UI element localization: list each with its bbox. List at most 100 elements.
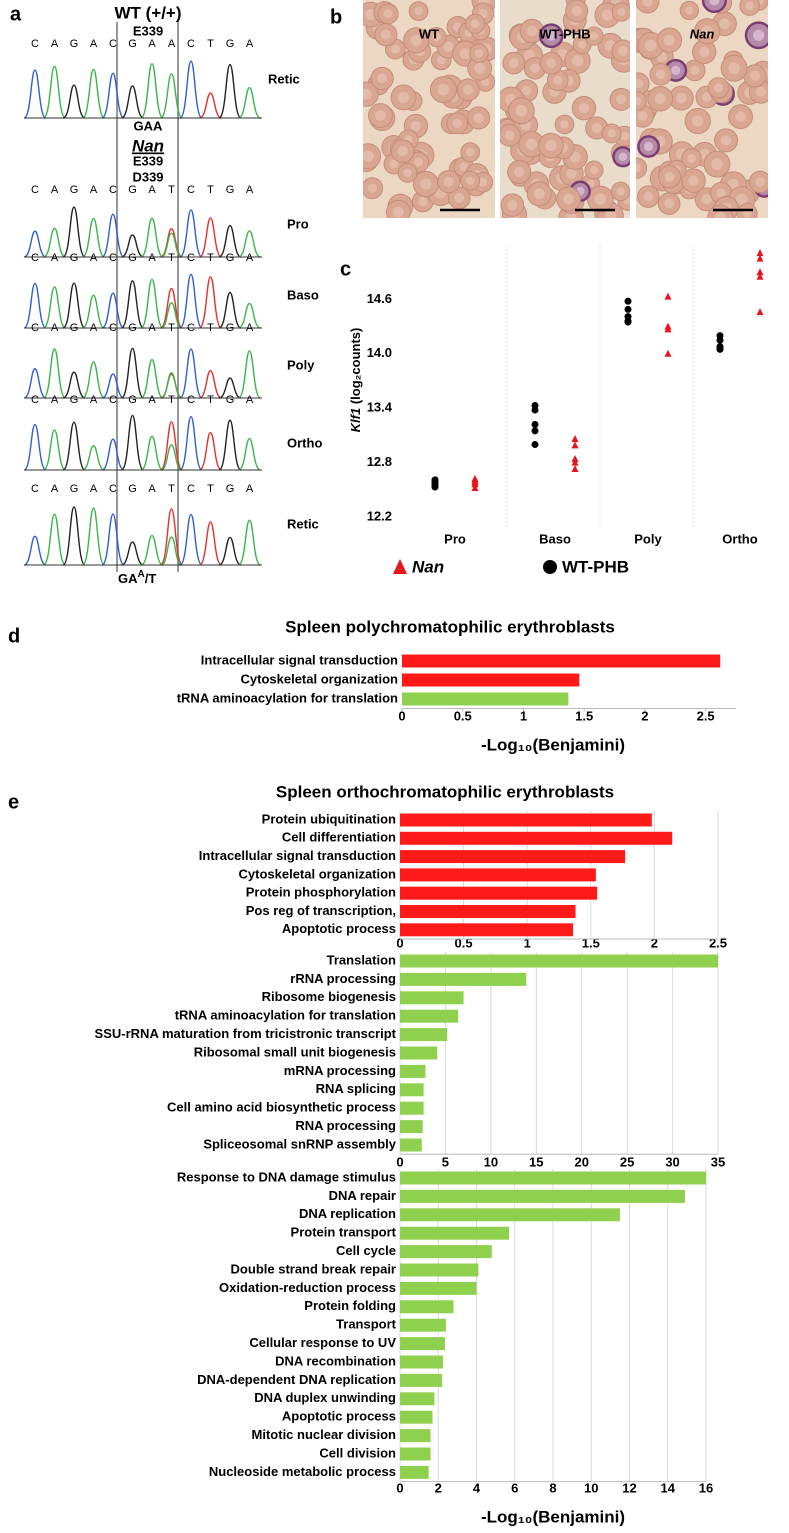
base-call: C: [31, 483, 39, 495]
x-tick-label: 0: [396, 935, 403, 950]
x-tick-label: 30: [665, 1154, 679, 1169]
cell-center: [655, 69, 666, 80]
y-tick-label: Protein folding: [304, 1298, 396, 1313]
trace-peak: [43, 227, 66, 258]
bar: [400, 868, 596, 882]
base-call: C: [109, 394, 117, 406]
base-call: A: [90, 322, 98, 334]
mixed-codon: GAA/T: [118, 569, 156, 587]
cell-center: [719, 18, 730, 30]
cell-center: [403, 168, 412, 178]
base-call: A: [246, 38, 254, 50]
cell-center: [545, 140, 557, 152]
cell-center: [459, 47, 472, 60]
cell-center: [701, 194, 712, 205]
x-tick-label: 16: [699, 1480, 713, 1495]
trace-peak: [121, 85, 144, 119]
bar: [400, 1355, 444, 1369]
bar: [400, 954, 718, 968]
cell-center: [397, 146, 408, 157]
cell-center: [380, 29, 391, 40]
base-call: C: [187, 252, 195, 264]
base-call: A: [148, 322, 156, 334]
y-tick-label: DNA replication: [299, 1206, 396, 1221]
x-tick-label: 1.5: [582, 935, 600, 950]
y-tick-label: mRNA processing: [284, 1063, 396, 1078]
trace-peak: [121, 234, 144, 258]
cell-center: [363, 150, 374, 162]
base-call: C: [187, 394, 195, 406]
x-tick-label: 25: [620, 1154, 634, 1169]
cell-center: [642, 0, 653, 7]
cell-center: [521, 85, 532, 96]
x-tick-label: 2.5: [697, 708, 715, 723]
trace-peak: [160, 287, 183, 329]
x-tick-label: 5: [442, 1154, 449, 1169]
cell-center: [714, 212, 727, 218]
cell: [707, 204, 734, 218]
y-tick-label: Cell division: [319, 1445, 396, 1460]
cell-center: [636, 78, 644, 89]
base-call: T: [207, 322, 214, 334]
trace-peak: [218, 63, 242, 119]
cell-center: [473, 112, 484, 123]
trace-peak: [159, 421, 184, 471]
cell-center: [533, 188, 545, 200]
x-tick-label: Pro: [444, 531, 466, 546]
y-tick-label: Intracellular signal transduction: [199, 848, 396, 863]
x-tick-label: 2: [435, 1480, 442, 1495]
cell-center: [636, 163, 641, 173]
base-call: C: [31, 252, 39, 264]
trace-peak: [140, 534, 164, 566]
bar: [400, 1245, 492, 1259]
cell-center: [752, 29, 765, 42]
trace-peak: [161, 372, 182, 399]
cell-center: [755, 177, 765, 187]
stage-label: Ortho: [287, 435, 322, 450]
bar: [402, 654, 721, 668]
trace-peak: [218, 536, 242, 566]
trace-peak: [23, 535, 47, 566]
cell-center: [664, 34, 675, 46]
bar: [400, 886, 598, 900]
y-tick-label: Pos reg of transcription,: [246, 903, 396, 918]
cell-center: [618, 152, 628, 161]
cell: [701, 0, 728, 14]
y-tick-label: Mitotic nuclear division: [252, 1427, 397, 1442]
base-call: C: [109, 483, 117, 495]
base-call: G: [128, 252, 137, 264]
cell-center: [616, 187, 625, 196]
trace-peak: [179, 209, 203, 258]
cell-center: [643, 191, 654, 202]
trace-peak: [42, 513, 67, 566]
base-call: T: [168, 394, 175, 406]
cell-center: [507, 200, 518, 211]
cell-center: [698, 46, 710, 58]
base-call: A: [51, 394, 59, 406]
bar: [400, 1373, 443, 1387]
base-call: A: [90, 394, 98, 406]
trace-peak: [23, 423, 47, 471]
y-tick-label: Apoptotic process: [282, 1409, 396, 1424]
x-tick-label: Baso: [539, 531, 571, 546]
cell-center: [566, 168, 577, 179]
base-call: T: [207, 483, 214, 495]
cell-center: [443, 41, 454, 52]
trace-peak: [140, 63, 164, 119]
trace-peak: [238, 86, 261, 119]
cell-center: [363, 88, 372, 100]
trace-peak: [82, 361, 105, 399]
x-tick-label: 1.5: [575, 708, 593, 723]
point: [716, 345, 724, 353]
base-call: A: [246, 184, 254, 196]
x-tick-label: 0.5: [454, 708, 472, 723]
cell-center: [671, 65, 681, 76]
base-call: A: [246, 252, 254, 264]
trace-peak: [179, 415, 203, 471]
x-tick-label: 35: [711, 1154, 725, 1169]
cell-center: [664, 198, 674, 209]
bar: [400, 1447, 431, 1461]
cell-center: [410, 120, 422, 132]
cell-center: [701, 92, 712, 102]
point: [756, 308, 764, 316]
